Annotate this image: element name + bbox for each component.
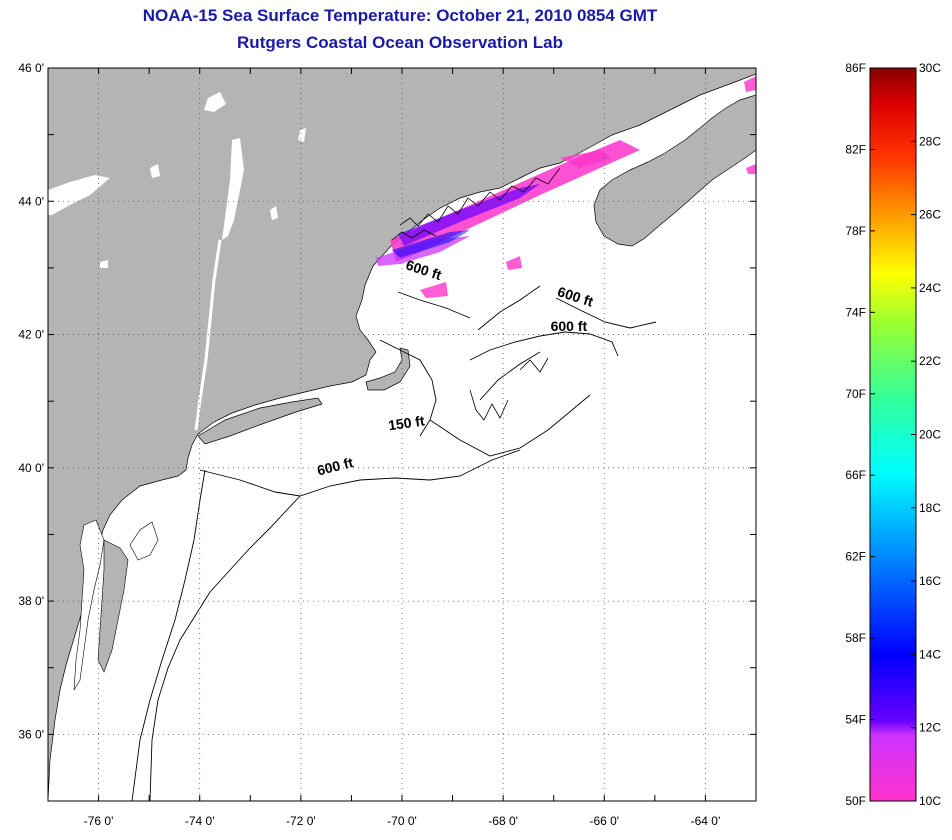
lake-small-2 bbox=[150, 164, 160, 178]
colorbar-label-c-4: 22C bbox=[919, 354, 941, 368]
lat-tick-label-3: 40 0' bbox=[18, 461, 44, 475]
colorbar-label-f-0: 86F bbox=[845, 61, 866, 75]
coastline-detail bbox=[391, 167, 561, 421]
colorbar-label-c-0: 30C bbox=[919, 61, 941, 75]
lake-small-1 bbox=[298, 128, 306, 142]
colorbar-label-f-6: 62F bbox=[845, 550, 866, 564]
map-axes: 46 0' 44 0' 42 0' 40 0' 38 0' 36 0' -76 0' -74 … bbox=[18, 61, 757, 828]
land-nova-scotia bbox=[593, 94, 756, 247]
colorbar-label-f-3: 74F bbox=[845, 305, 866, 319]
colorbar-label-f-7: 58F bbox=[845, 631, 866, 645]
lake-champlain bbox=[222, 138, 244, 240]
lake-small-4 bbox=[100, 260, 108, 268]
bay-chesapeake bbox=[73, 519, 105, 691]
land-delmarva bbox=[97, 539, 129, 673]
lon-tick-label-0: -76 0' bbox=[84, 814, 114, 828]
contour-label-2: 600 ft bbox=[551, 318, 588, 334]
bathymetry-contours bbox=[131, 285, 657, 801]
river-hudson bbox=[194, 239, 222, 431]
land-cape-cod bbox=[365, 347, 411, 391]
colorbar-label-c-8: 14C bbox=[919, 647, 941, 661]
lake-small-3 bbox=[270, 206, 278, 220]
lat-tick-label-5: 36 0' bbox=[18, 727, 44, 741]
colorbar-label-f-2: 78F bbox=[845, 224, 866, 238]
colorbar-label-c-6: 18C bbox=[919, 501, 941, 515]
colorbar-fill bbox=[869, 67, 917, 802]
lon-tick-label-4: -68 0' bbox=[488, 814, 518, 828]
colorbar-labels: 86F 82F 78F 74F 70F 66F 62F 58F 54F 50F 30C 28C 26C 2… bbox=[845, 61, 941, 808]
colorbar-label-c-2: 26C bbox=[919, 208, 941, 222]
sst-swath bbox=[376, 76, 756, 298]
chart-title: NOAA-15 Sea Surface Temperature: October… bbox=[142, 6, 658, 25]
colorbar-label-c-1: 28C bbox=[919, 134, 941, 148]
map-grid bbox=[48, 68, 756, 801]
colorbar-label-f-5: 66F bbox=[845, 468, 866, 482]
colorbar-label-c-10: 10C bbox=[919, 794, 941, 808]
chart-subtitle: Rutgers Coastal Ocean Observation Lab bbox=[237, 33, 563, 52]
bay-delaware bbox=[129, 521, 159, 561]
colorbar-label-c-9: 12C bbox=[919, 721, 941, 735]
colorbar-label-c-5: 20C bbox=[919, 428, 941, 442]
lon-tick-label-3: -70 0' bbox=[387, 814, 417, 828]
lon-tick-label-5: -66 0' bbox=[589, 814, 619, 828]
land-long-island bbox=[197, 397, 323, 445]
lat-tick-label-1: 44 0' bbox=[18, 194, 44, 208]
lat-tick-label-0: 46 0' bbox=[18, 61, 44, 75]
lon-tick-label-1: -74 0' bbox=[185, 814, 215, 828]
lake-ontario bbox=[48, 175, 110, 215]
colorbar-label-f-9: 50F bbox=[845, 794, 866, 808]
colorbar-label-f-8: 54F bbox=[845, 713, 866, 727]
lake-moosehead bbox=[204, 92, 226, 112]
lon-tick-label-2: -72 0' bbox=[286, 814, 316, 828]
colorbar-label-c-3: 24C bbox=[919, 281, 941, 295]
lat-tick-label-4: 38 0' bbox=[18, 594, 44, 608]
colorbar-label-f-1: 82F bbox=[845, 142, 866, 156]
lat-tick-label-2: 42 0' bbox=[18, 328, 44, 342]
colorbar-label-f-4: 70F bbox=[845, 387, 866, 401]
lon-tick-label-6: -64 0' bbox=[691, 814, 721, 828]
colorbar-label-c-7: 16C bbox=[919, 574, 941, 588]
contour-label-3: 150 ft bbox=[387, 412, 426, 433]
